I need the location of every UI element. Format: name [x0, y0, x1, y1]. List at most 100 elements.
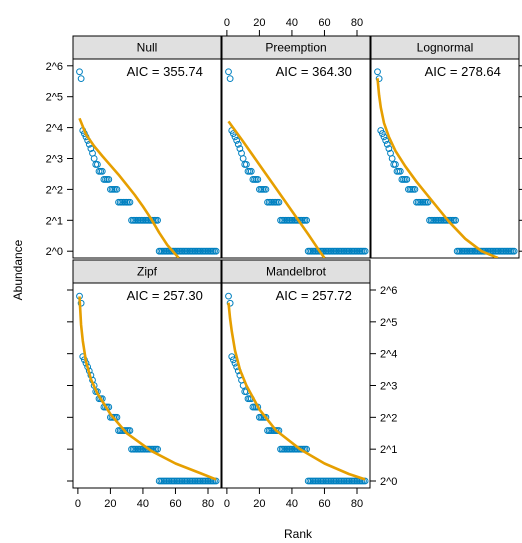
data-point	[126, 427, 134, 434]
data-point	[126, 198, 134, 206]
axes: 0 20 40 60 80 0 20 40 60 80 0 20 40 60 80 2^0 2^1 2^2 2^3 2…	[46, 17, 522, 510]
fitted-curve	[227, 120, 326, 258]
y-axis-title: Abundance	[11, 239, 25, 300]
data-point	[231, 133, 239, 141]
x-tick-label: 40	[137, 498, 149, 510]
x-tick-label: 0	[224, 17, 230, 29]
fitted-curve	[227, 302, 366, 481]
fitted-curve	[376, 78, 499, 258]
data-point	[374, 68, 381, 76]
aic-label: AIC = 355.74	[127, 64, 203, 79]
x-tick-label: 80	[202, 498, 214, 510]
panel-strip-label: Mandelbrot	[266, 265, 327, 279]
data-point	[105, 176, 113, 183]
y-tick-label: 2^1	[380, 444, 397, 456]
x-tick-label: 80	[351, 17, 363, 29]
data-point	[275, 198, 283, 206]
data-point	[262, 186, 270, 193]
data-point	[154, 445, 161, 453]
panel-strip-label: Lognormal	[417, 41, 474, 55]
data-point	[212, 247, 220, 255]
x-tick-label: 20	[253, 498, 265, 510]
data-point	[225, 292, 232, 300]
data-point	[77, 75, 85, 83]
panel-strip-label: Zipf	[137, 265, 158, 279]
y-tick-label: 2^6	[46, 61, 63, 73]
x-tick-label: 40	[286, 498, 298, 510]
data-point	[361, 247, 369, 255]
observed-points	[76, 292, 220, 485]
data-point	[236, 145, 244, 152]
data-point	[76, 68, 83, 76]
aic-label: AIC = 257.30	[127, 288, 203, 303]
observed-points	[225, 292, 369, 485]
fitted-curve	[78, 296, 217, 481]
data-point	[383, 140, 391, 148]
y-tick-label: 2^6	[380, 285, 397, 297]
x-tick-label: 60	[318, 17, 330, 29]
observed-points	[374, 68, 518, 255]
panel-strip-label: Null	[137, 41, 158, 55]
x-axis-title: Rank	[284, 527, 313, 541]
x-tick-label: 0	[224, 498, 230, 510]
data-point	[247, 167, 255, 175]
panel-frame	[72, 58, 222, 259]
observed-points	[76, 68, 220, 255]
panel-frame	[221, 58, 371, 259]
data-point	[225, 68, 232, 76]
panel-frame	[221, 282, 371, 489]
data-point	[411, 186, 419, 193]
data-point	[262, 413, 270, 421]
y-tick-label: 2^2	[380, 412, 397, 424]
y-tick-label: 2^0	[380, 476, 397, 488]
aic-label: AIC = 257.72	[276, 288, 352, 303]
data-point	[378, 130, 386, 137]
y-tick-label: 2^2	[46, 184, 63, 196]
data-point	[154, 216, 161, 224]
data-point	[87, 145, 95, 152]
aic-label: AIC = 278.64	[425, 64, 501, 79]
data-point	[254, 176, 262, 183]
data-point	[226, 75, 234, 83]
panels: Null AIC = 355.74 Preemption AIC = 364.30 Lo…	[72, 35, 520, 489]
data-point	[375, 75, 383, 83]
data-point	[90, 155, 98, 162]
x-tick-label: 60	[318, 498, 330, 510]
data-point	[403, 176, 411, 183]
aic-label: AIC = 364.30	[276, 64, 352, 79]
data-point	[303, 216, 310, 224]
panel-mandelbrot: Mandelbrot AIC = 257.72	[221, 259, 371, 489]
x-tick-label: 40	[286, 17, 298, 29]
panel-null: Null AIC = 355.74	[72, 35, 222, 259]
x-tick-label: 20	[104, 498, 116, 510]
y-tick-label: 2^3	[46, 154, 63, 166]
data-point	[452, 216, 459, 224]
x-tick-label: 80	[351, 498, 363, 510]
panel-strip-label: Preemption	[265, 41, 326, 55]
observed-points	[225, 68, 369, 255]
data-point	[98, 167, 106, 175]
data-point	[391, 161, 399, 168]
y-tick-label: 2^5	[46, 92, 63, 104]
x-tick-label: 20	[253, 17, 265, 29]
y-tick-label: 2^4	[380, 349, 397, 361]
x-tick-label: 0	[75, 498, 81, 510]
data-point	[382, 137, 390, 144]
panel-zipf: Zipf AIC = 257.30	[72, 259, 222, 489]
panel-lognormal: Lognormal AIC = 278.64	[370, 35, 520, 259]
data-point	[396, 167, 404, 175]
data-point	[233, 137, 241, 144]
data-point	[380, 133, 388, 141]
x-tick-label: 60	[169, 498, 181, 510]
y-tick-label: 2^0	[46, 246, 63, 258]
data-point	[234, 140, 242, 148]
data-point	[228, 353, 236, 361]
panel-frame	[370, 58, 520, 259]
data-point	[388, 155, 396, 162]
y-tick-label: 2^3	[380, 381, 397, 393]
fitted-curve	[78, 117, 180, 258]
data-point	[239, 155, 247, 162]
data-point	[385, 145, 393, 152]
data-point	[424, 198, 432, 206]
